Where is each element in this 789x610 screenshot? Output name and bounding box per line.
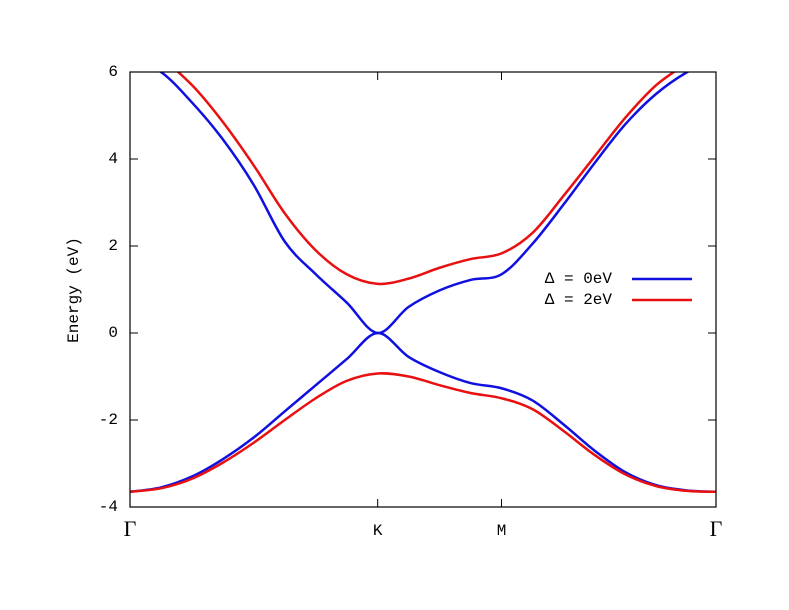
- band-line: [158, 72, 690, 335]
- y-tick-label: 2: [108, 237, 118, 255]
- legend-label: Δ = 2eV: [545, 291, 613, 309]
- band-line: [130, 372, 716, 494]
- y-tick-label: 4: [108, 150, 118, 168]
- y-tick-label: 6: [108, 63, 118, 81]
- x-tick-label: Γ: [124, 516, 137, 541]
- band-line: [176, 72, 677, 286]
- legend-label: Δ = 0eV: [545, 270, 613, 288]
- x-tick-label: Γ: [710, 516, 723, 541]
- x-tick-label: M: [497, 522, 507, 540]
- y-tick-label: 0: [108, 324, 118, 342]
- plot-frame: [129, 71, 717, 508]
- y-tick-label: -4: [99, 498, 118, 516]
- y-tick-label: -2: [99, 411, 118, 429]
- plot-area: [130, 72, 716, 494]
- x-tick-label: K: [373, 522, 383, 540]
- y-axis-label: Energy (eV): [65, 237, 83, 343]
- band-line: [130, 331, 716, 494]
